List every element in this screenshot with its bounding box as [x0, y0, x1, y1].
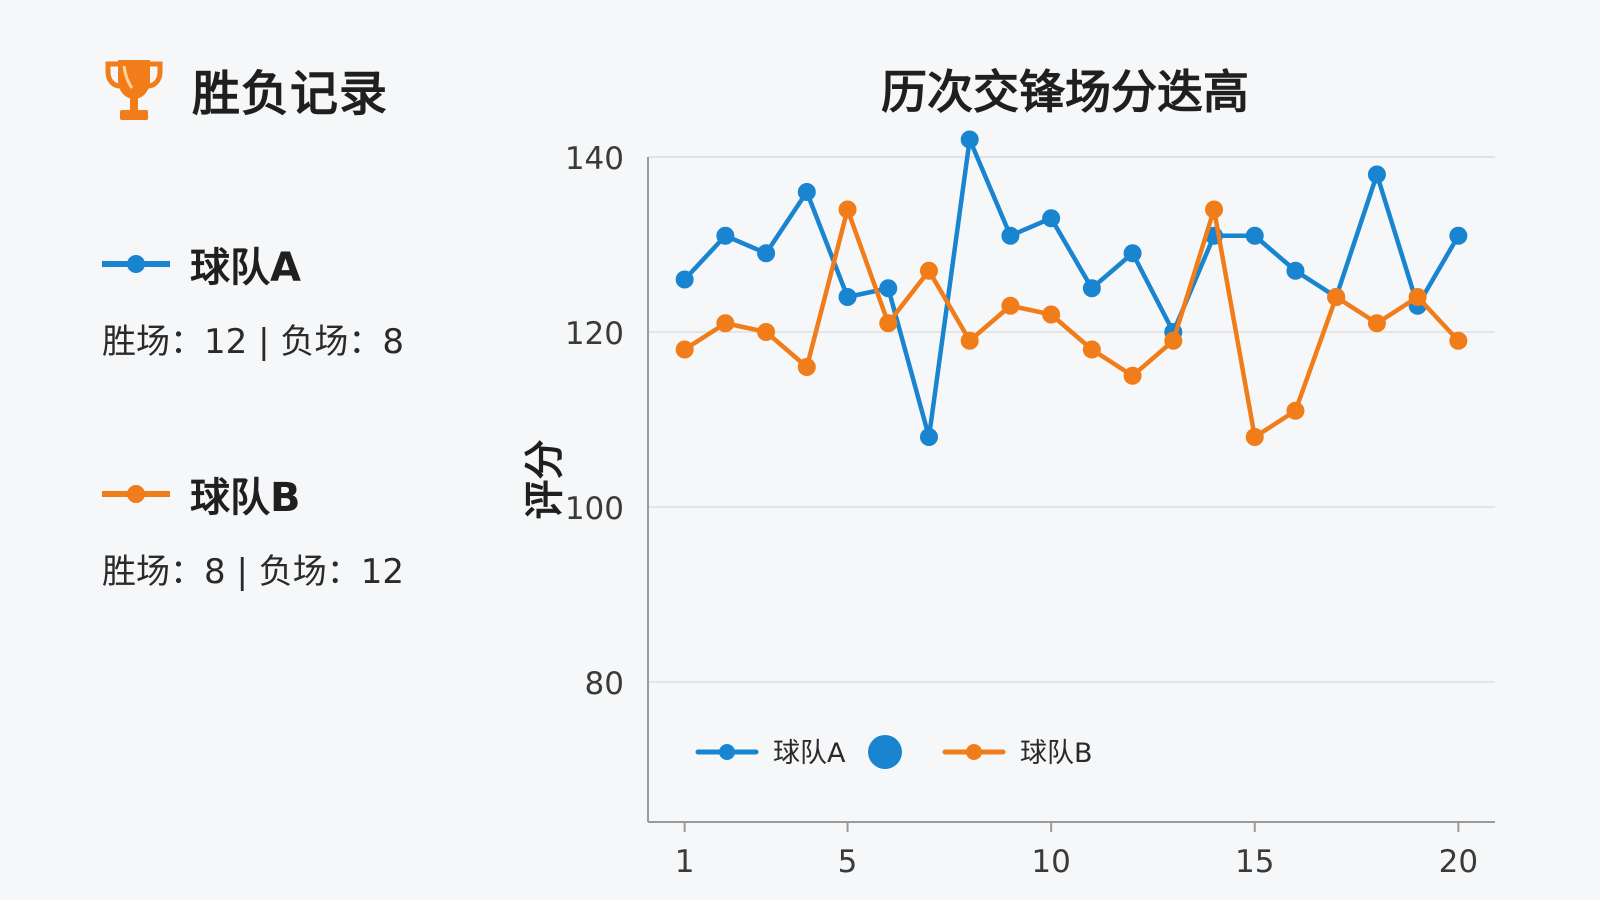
series-2-point-17 [1327, 288, 1346, 306]
series-2-point-13 [1164, 331, 1183, 350]
series-2-point-3 [757, 323, 776, 341]
series-1-point-2 [716, 226, 735, 245]
team-b-line-marker [102, 485, 170, 503]
series-1-point-1 [675, 270, 694, 289]
series-2-point-14 [1205, 200, 1224, 219]
record-title: 胜负记录 [192, 66, 389, 122]
series-2-point-10 [1042, 305, 1061, 324]
series-1-line [682, 137, 1461, 440]
series-2-point-15 [1245, 428, 1264, 446]
record-panel: 胜负记录 球队A 胜场：12 | 负场：8 球队B 胜场：8 | 负场：12 [0, 0, 520, 900]
series-2-point-1 [675, 340, 694, 359]
x-tick-label-15: 15 [1235, 844, 1274, 880]
series-2-point-5 [838, 200, 857, 219]
team-a-legend: 球队A [102, 236, 404, 292]
y-tick-label-140: 140 [565, 141, 624, 177]
series-2-point-18 [1367, 314, 1386, 333]
series-2-point-6 [879, 314, 898, 333]
legend-dot-marker [868, 735, 902, 769]
team-b-legend: 球队B [102, 466, 404, 522]
y-tick-label-100: 100 [565, 491, 624, 527]
team-a-stats: 胜场：12 | 负场：8 [102, 322, 404, 362]
team-a-line-marker [102, 255, 170, 273]
series-1-point-18 [1367, 165, 1386, 184]
x-tick-label-1: 1 [675, 844, 695, 880]
team-b-stats: 胜场：8 | 负场：12 [102, 552, 404, 592]
series-2-point-8 [960, 331, 979, 350]
series-1-point-16 [1286, 261, 1305, 280]
chart-title: 历次交锋场分迭高 [881, 65, 1249, 119]
series-1-point-12 [1123, 244, 1142, 263]
team-a-name: 球队A [190, 245, 301, 291]
series-2-point-19 [1408, 288, 1427, 306]
series-2-point-2 [716, 314, 735, 333]
series-1-point-5 [838, 288, 857, 306]
series-2-point-16 [1286, 401, 1305, 420]
trophy-icon [104, 54, 164, 124]
series-1 [675, 130, 1468, 446]
series-2-point-7 [919, 261, 938, 280]
score-chart: 历次交锋场分迭高 80 100 120 140 1 5 10 15 20 评分 球队A 球队B [520, 0, 1600, 900]
series-1-point-11 [1082, 279, 1101, 298]
y-axis-label: 评分 [522, 440, 568, 520]
record-header: 胜负记录 [104, 54, 388, 124]
series-2-point-20 [1449, 331, 1468, 350]
series-2-line [682, 207, 1461, 440]
series-1-point-8 [960, 130, 979, 149]
series-1-point-9 [1001, 226, 1020, 245]
legend-label-1: 球队A [773, 738, 846, 769]
series-2-point-4 [797, 358, 816, 376]
series-2-point-12 [1123, 366, 1142, 385]
series-1-point-10 [1042, 209, 1061, 228]
series-1-point-15 [1245, 226, 1264, 245]
series-2-point-9 [1001, 296, 1020, 315]
team-b-block: 球队B 胜场：8 | 负场：12 [102, 466, 404, 593]
y-tick-label-80: 80 [585, 666, 624, 702]
x-tick-label-20: 20 [1439, 844, 1478, 880]
legend-marker-1 [719, 744, 735, 760]
x-tick-label-10: 10 [1031, 844, 1070, 880]
x-tick-label-5: 5 [838, 844, 858, 880]
series-1-point-20 [1449, 226, 1468, 245]
series-1-point-6 [879, 279, 898, 298]
team-b-name: 球队B [190, 475, 301, 521]
series-2-point-11 [1082, 340, 1101, 359]
series-1-point-3 [757, 244, 776, 263]
legend-label-2: 球队B [1020, 738, 1093, 769]
team-a-block: 球队A 胜场：12 | 负场：8 [102, 236, 404, 363]
series-2 [675, 200, 1468, 446]
legend-marker-2 [966, 744, 982, 760]
y-tick-label-120: 120 [565, 316, 624, 352]
series-1-point-4 [797, 183, 816, 201]
series-1-point-7 [919, 428, 938, 446]
